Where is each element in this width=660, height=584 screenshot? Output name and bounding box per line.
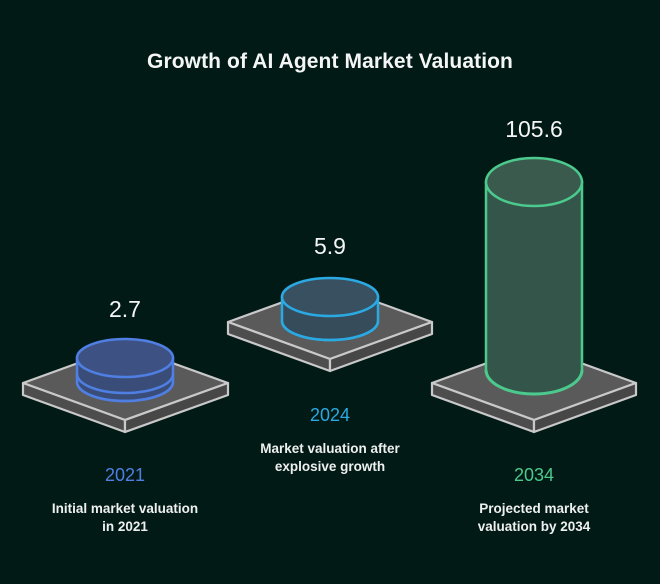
description-2034-line1: Projected market (479, 501, 589, 516)
value-label-2021: 2.7 (109, 296, 141, 322)
description-2021-line1: Initial market valuation (51, 501, 199, 516)
description-2034: Projected market valuation by 2034 (434, 500, 634, 536)
platform-2024 (226, 283, 434, 373)
year-label-2024: 2024 (309, 405, 351, 425)
description-2024: Market valuation after explosive growth (230, 440, 430, 476)
cylinder-2021 (75, 337, 175, 403)
year-label-2021: 2021 (104, 465, 146, 485)
value-label-2034: 105.6 (505, 116, 563, 142)
cylinder-2024 (280, 276, 380, 342)
chart-title: Growth of AI Agent Market Valuation (147, 50, 513, 73)
description-2034-line2: valuation by 2034 (477, 519, 591, 534)
description-2021-line2: in 2021 (102, 519, 148, 534)
value-label-2024: 5.9 (314, 233, 346, 259)
description-2024-line1: Market valuation after (260, 441, 400, 456)
description-2021: Initial market valuation in 2021 (25, 500, 225, 536)
year-label-2034: 2034 (513, 465, 555, 485)
cylinder-2034 (484, 156, 584, 396)
description-2024-line2: explosive growth (274, 459, 386, 474)
